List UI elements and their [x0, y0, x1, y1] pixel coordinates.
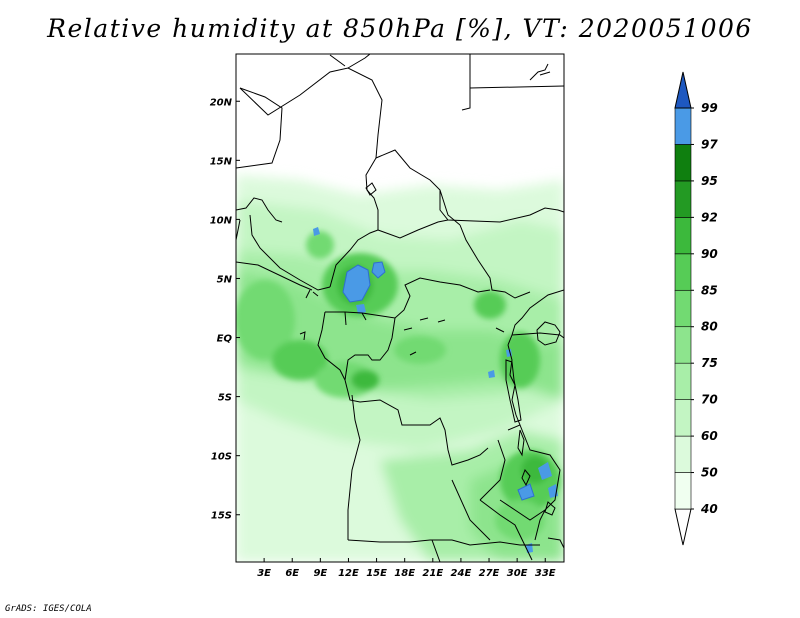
lon-label: 12E [338, 568, 359, 579]
colorbar-level-label: 70 [701, 393, 718, 407]
lon-label: 24E [451, 568, 472, 579]
lat-label: EQ [217, 334, 233, 345]
colorbar-labels: 40 50 60 70 75 80 85 90 92 95 97 99 [700, 101, 718, 516]
longitude-labels: 3E 6E 9E 12E 15E 18E 21E 24E 27E 30E 33E [257, 568, 556, 579]
colorbar-band [674, 399, 692, 437]
latitude-labels: 20N 15N 10N 5N EQ 5S 10S 15S [210, 97, 233, 521]
colorbar-band [674, 362, 692, 400]
colorbar-level-label: 92 [701, 210, 718, 224]
colorbar-band [674, 107, 692, 145]
colorbar-level-label: 75 [701, 356, 718, 370]
lon-label: 9E [313, 568, 327, 579]
lon-label: 30E [507, 568, 528, 579]
colorbar-over-triangle [674, 71, 692, 109]
lon-label: 3E [257, 568, 271, 579]
colorbar-level-label: 80 [701, 320, 718, 334]
colorbar-level-label: 95 [701, 174, 718, 188]
lon-label: 6E [285, 568, 299, 579]
colorbar-band [674, 253, 692, 291]
colorbar [674, 71, 694, 546]
lon-label: 18E [394, 568, 415, 579]
lakes [299, 182, 561, 516]
colorbar-band [674, 180, 692, 218]
colorbar-level-label: 99 [701, 101, 718, 115]
colorbar-level-label: 97 [701, 137, 718, 151]
colorbar-band [674, 144, 692, 182]
lat-label: 20N [210, 97, 233, 108]
colorbar-band [674, 435, 692, 473]
colorbar-level-label: 60 [701, 429, 718, 443]
lon-label: 21E [422, 568, 443, 579]
lat-label: 15N [210, 156, 233, 167]
humidity-field [236, 54, 564, 562]
chart-title: Relative humidity at 850hPa [%], VT: 202… [47, 14, 753, 43]
map-frame [235, 53, 565, 563]
colorbar-level-label: 50 [701, 466, 718, 480]
colorbar-band [674, 472, 692, 510]
colorbar-level-label: 85 [701, 283, 718, 297]
humidity-cores [236, 231, 560, 540]
saturated-patches [313, 227, 558, 553]
credit-footer: GrADS: IGES/COLA [5, 604, 92, 614]
lat-label: 15S [211, 511, 232, 522]
colorbar-under-triangle [674, 508, 692, 546]
colorbar-band [674, 326, 692, 364]
colorbar-level-label: 40 [700, 502, 718, 516]
axis-ticks [236, 100, 546, 562]
lat-label: 10N [210, 215, 233, 226]
lat-label: 5S [218, 393, 232, 404]
lat-label: 10S [211, 452, 232, 463]
colorbar-band [674, 217, 692, 255]
lon-label: 33E [535, 568, 556, 579]
country-borders [236, 54, 564, 562]
lon-label: 15E [366, 568, 387, 579]
lat-label: 5N [217, 274, 233, 285]
colorbar-level-label: 90 [701, 247, 718, 261]
colorbar-band [674, 289, 692, 328]
lon-label: 27E [479, 568, 500, 579]
